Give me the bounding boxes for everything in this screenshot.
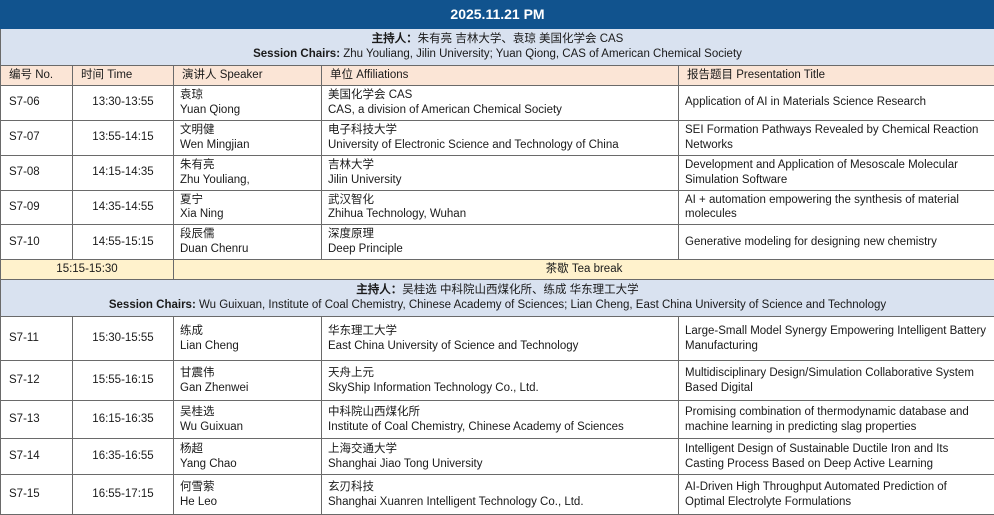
date-title: 2025.11.21 PM [1, 1, 994, 29]
date-title-row: 2025.11.21 PM [1, 1, 994, 29]
talk-no: S7-07 [1, 120, 73, 155]
session1-chairs: 主持人：朱有亮 吉林大学、袁琼 美国化学会 CAS Session Chairs… [1, 29, 994, 66]
session1-chairs-row: 主持人：朱有亮 吉林大学、袁琼 美国化学会 CAS Session Chairs… [1, 29, 994, 66]
talk-title: Promising combination of thermodynamic d… [679, 401, 994, 439]
talk-time: 13:55-14:15 [73, 120, 174, 155]
talk-time: 16:35-16:55 [73, 439, 174, 475]
session2-chairs: 主持人：吴桂选 中科院山西煤化所、练成 华东理工大学 Session Chair… [1, 280, 994, 317]
talk-title: AI + automation empowering the synthesis… [679, 190, 994, 225]
session1-chairs-cn: 主持人：朱有亮 吉林大学、袁琼 美国化学会 CAS [7, 32, 988, 47]
talk-title: SEI Formation Pathways Revealed by Chemi… [679, 120, 994, 155]
talk-time: 14:55-15:15 [73, 225, 174, 260]
talk-title: Intelligent Design of Sustainable Ductil… [679, 439, 994, 475]
column-header-affiliation: 单位 Affiliations [322, 65, 679, 85]
talk-no: S7-14 [1, 439, 73, 475]
tea-break-row: 15:15-15:30 茶歇 Tea break [1, 260, 994, 280]
talk-time: 15:30-15:55 [73, 317, 174, 361]
talk-title: Application of AI in Materials Science R… [679, 85, 994, 120]
talk-time: 16:15-16:35 [73, 401, 174, 439]
session1-chairs-en: Session Chairs: Zhu Youliang, Jilin Univ… [7, 47, 988, 62]
column-header-speaker: 演讲人 Speaker [174, 65, 322, 85]
column-header-title: 报告题目 Presentation Title [679, 65, 994, 85]
tea-break-label: 茶歇 Tea break [174, 260, 994, 280]
talk-no: S7-12 [1, 361, 73, 401]
column-header-row: 编号 No. 时间 Time 演讲人 Speaker 单位 Affiliatio… [1, 65, 994, 85]
talk-no: S7-13 [1, 401, 73, 439]
talk-title: Development and Application of Mesoscale… [679, 155, 994, 190]
talk-time: 13:30-13:55 [73, 85, 174, 120]
talk-no: S7-06 [1, 85, 73, 120]
talk-title: AI-Driven High Throughput Automated Pred… [679, 475, 994, 515]
talk-no: S7-09 [1, 190, 73, 225]
talk-title: Multidisciplinary Design/Simulation Coll… [679, 361, 994, 401]
talk-time: 14:35-14:55 [73, 190, 174, 225]
talk-time: 16:55-17:15 [73, 475, 174, 515]
session2-chairs-cn: 主持人：吴桂选 中科院山西煤化所、练成 华东理工大学 [7, 283, 988, 298]
talk-title: Generative modeling for designing new ch… [679, 225, 994, 260]
talk-no: S7-10 [1, 225, 73, 260]
talk-title: Large-Small Model Synergy Empowering Int… [679, 317, 994, 361]
talk-no: S7-11 [1, 317, 73, 361]
column-header-no: 编号 No. [1, 65, 73, 85]
talk-no: S7-08 [1, 155, 73, 190]
session2-chairs-en: Session Chairs: Wu Guixuan, Institute of… [7, 298, 988, 313]
talk-time: 15:55-16:15 [73, 361, 174, 401]
session2-chairs-row: 主持人：吴桂选 中科院山西煤化所、练成 华东理工大学 Session Chair… [1, 280, 994, 317]
talk-time: 14:15-14:35 [73, 155, 174, 190]
talk-no: S7-15 [1, 475, 73, 515]
tea-break-time: 15:15-15:30 [1, 260, 174, 280]
column-header-time: 时间 Time [73, 65, 174, 85]
